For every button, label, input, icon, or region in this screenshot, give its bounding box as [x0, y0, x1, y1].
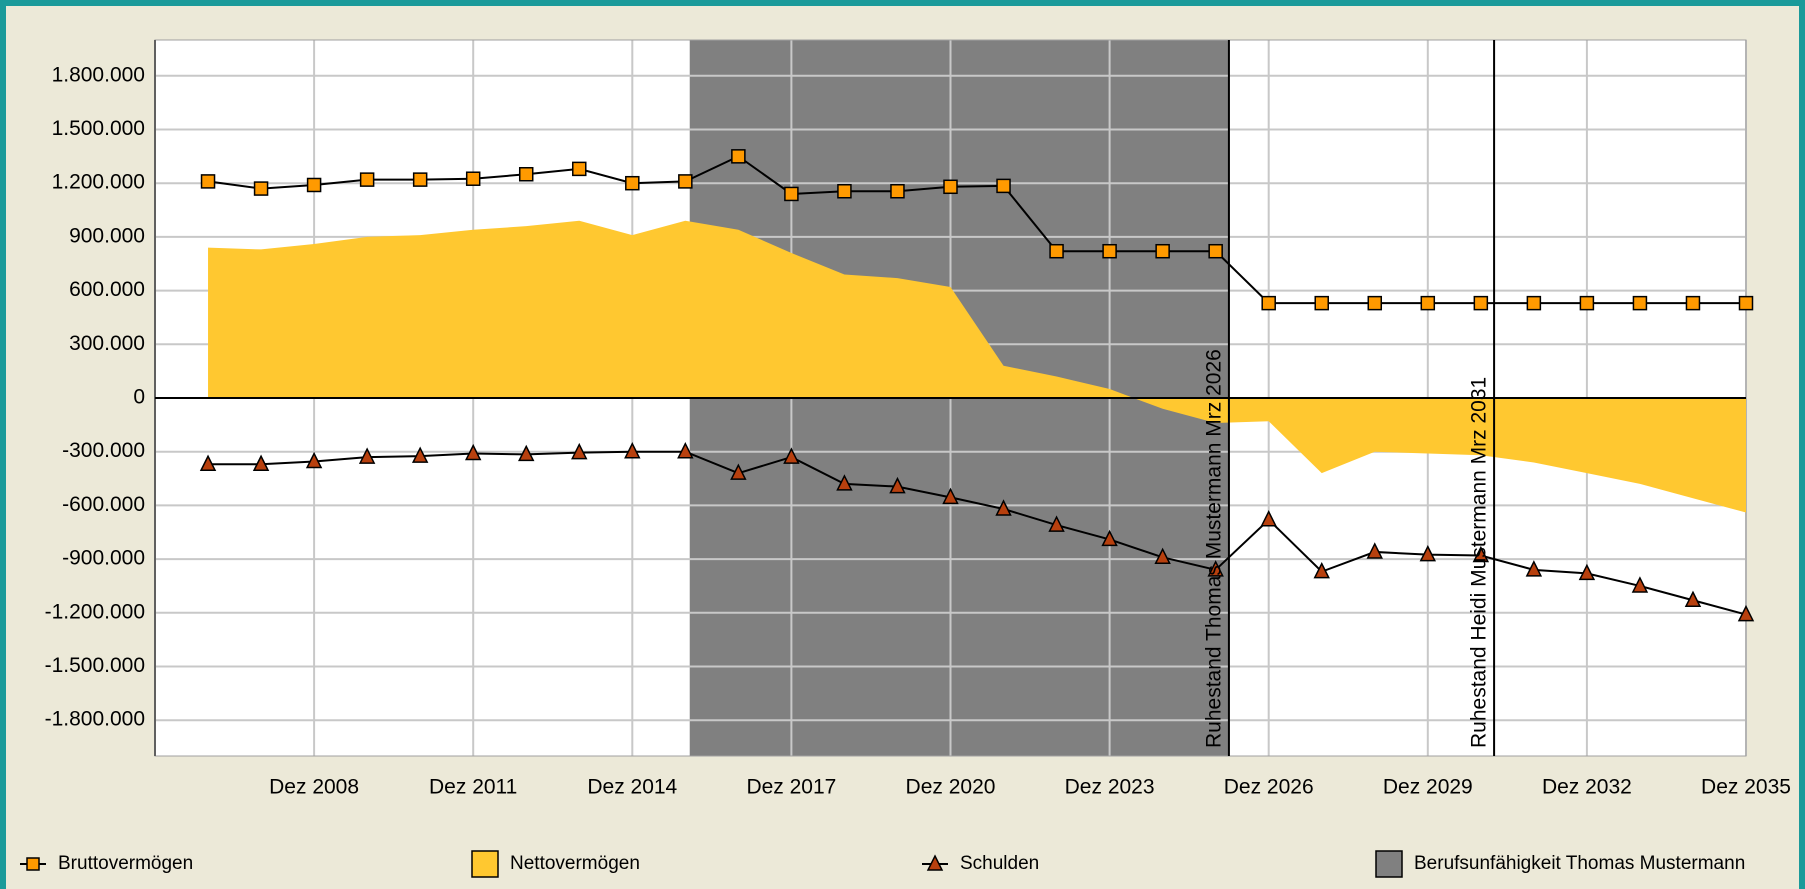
- y-tick-label: -900.000: [62, 547, 145, 570]
- marker: [358, 447, 376, 464]
- marker: [836, 474, 853, 491]
- marker: [465, 171, 481, 186]
- x-tick-label: Dez 2008: [269, 776, 359, 799]
- marker: [1632, 295, 1648, 311]
- marker: [571, 442, 588, 460]
- marker: [995, 499, 1012, 516]
- marker: [1260, 510, 1277, 527]
- legend-swatch: [1375, 850, 1403, 878]
- marker: [1631, 576, 1649, 593]
- y-tick-label: 1.200.000: [52, 171, 145, 194]
- marker: [572, 161, 587, 177]
- marker: [1048, 515, 1065, 532]
- marker: [837, 184, 852, 199]
- marker: [889, 476, 906, 494]
- marker: [200, 174, 216, 189]
- legend-marker: [26, 857, 40, 871]
- marker: [518, 167, 534, 182]
- legend-label: Schulden: [960, 853, 1039, 874]
- marker: [199, 454, 217, 471]
- marker: [942, 487, 959, 505]
- marker: [1419, 544, 1437, 562]
- marker: [783, 447, 800, 464]
- x-tick-label: Dez 2032: [1542, 776, 1632, 799]
- marker: [253, 181, 269, 196]
- y-tick-label: 0: [133, 386, 145, 409]
- marker: [412, 172, 428, 187]
- annotation-label: Ruhestand Heidi Mustermann Mrz 2031: [1468, 377, 1491, 748]
- marker: [1684, 590, 1702, 608]
- y-tick-label: 300.000: [69, 332, 145, 355]
- marker: [464, 443, 482, 461]
- marker: [1261, 295, 1276, 311]
- marker: [306, 177, 322, 193]
- marker: [731, 149, 746, 164]
- annotation-label: Ruhestand Thomas Mustermann Mrz 2026: [1202, 349, 1225, 748]
- x-tick-label: Dez 2020: [906, 776, 996, 799]
- x-tick-label: Dez 2017: [746, 776, 836, 799]
- marker: [677, 442, 694, 459]
- marker: [1578, 563, 1596, 581]
- marker: [305, 451, 323, 469]
- marker: [1207, 560, 1224, 577]
- marker: [625, 175, 640, 191]
- area: [208, 220, 1747, 513]
- y-tick-label: -300.000: [62, 439, 145, 462]
- marker: [518, 444, 535, 462]
- y-tick-label: 1.800.000: [52, 63, 145, 86]
- legend-label: Berufsunfähigkeit Thomas Mustermann: [1414, 853, 1745, 874]
- marker: [678, 174, 693, 189]
- marker: [1420, 295, 1436, 311]
- marker: [1472, 545, 1490, 563]
- marker: [1738, 295, 1754, 311]
- marker: [730, 463, 747, 480]
- marker: [1526, 295, 1542, 311]
- marker: [1737, 604, 1755, 622]
- marker: [1579, 295, 1595, 311]
- marker: [1102, 243, 1117, 259]
- x-tick-label: Dez 2011: [429, 776, 517, 799]
- marker: [996, 178, 1011, 194]
- legend-label: Bruttovermögen: [58, 853, 193, 874]
- marker: [1525, 560, 1543, 577]
- marker: [1155, 243, 1170, 259]
- marker: [1366, 542, 1383, 559]
- marker: [1473, 295, 1489, 311]
- y-tick-label: -600.000: [62, 493, 145, 516]
- line: [207, 155, 1746, 305]
- marker: [1154, 547, 1171, 565]
- marker: [784, 186, 799, 202]
- marker: [1367, 295, 1383, 311]
- marker: [1314, 295, 1329, 311]
- x-tick-label: Dez 2014: [587, 776, 677, 799]
- y-tick-label: -1.800.000: [45, 708, 145, 731]
- marker: [359, 172, 375, 187]
- marker: [1049, 243, 1064, 259]
- marker: [943, 179, 958, 195]
- y-tick-label: -1.200.000: [45, 600, 145, 623]
- marker: [1313, 561, 1330, 579]
- marker: [1685, 295, 1701, 311]
- x-tick-label: Dez 2023: [1065, 776, 1155, 799]
- marker: [1101, 529, 1118, 547]
- marker: [890, 184, 905, 199]
- x-tick-label: Dez 2026: [1224, 776, 1314, 799]
- marker: [411, 446, 429, 463]
- y-tick-label: 1.500.000: [52, 117, 145, 140]
- legend-marker: [926, 854, 944, 871]
- y-tick-label: -1.500.000: [45, 654, 145, 677]
- x-tick-label: Dez 2035: [1701, 776, 1791, 799]
- legend-label: Nettovermögen: [510, 853, 640, 874]
- marker: [624, 442, 641, 459]
- line: [208, 450, 1747, 616]
- y-tick-label: 600.000: [69, 278, 145, 301]
- marker: [252, 454, 270, 471]
- marker: [1208, 243, 1223, 259]
- y-tick-label: 900.000: [69, 224, 145, 247]
- x-tick-label: Dez 2029: [1383, 776, 1473, 799]
- legend-swatch: [471, 850, 499, 878]
